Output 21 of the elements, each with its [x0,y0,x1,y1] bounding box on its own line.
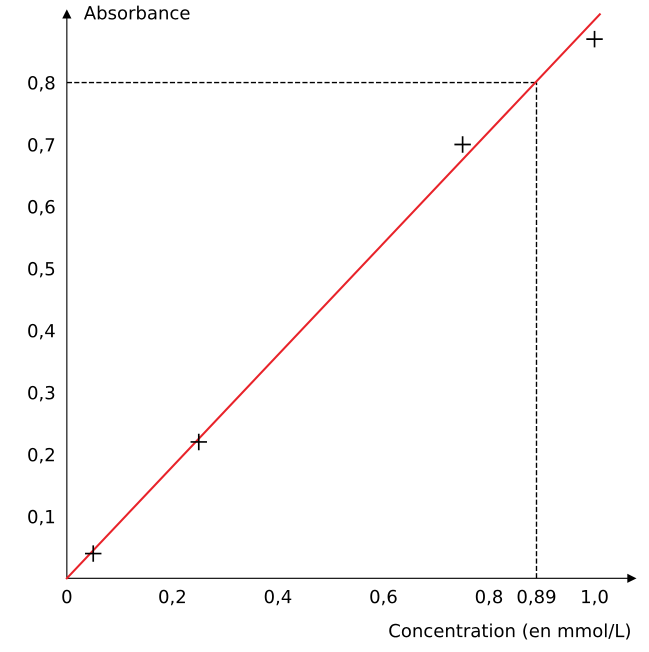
x-tick-label: 1,0 [582,590,608,606]
y-tick-label: 0,5 [28,262,54,278]
x-tick-label: 0,4 [264,590,292,606]
x-tick-label: 0,2 [159,590,185,606]
x-tick-label: 0,6 [370,590,397,606]
y-tick-label: 0,6 [28,200,55,216]
point [585,30,604,48]
y-tick-label: 0,2 [28,448,54,464]
x-axis-title: Concentration (en mmol/L) [389,623,630,640]
y-tick-label: 0,7 [28,138,54,154]
x-tick-label: 0,8 [476,590,502,606]
x-tick-label: 0 [62,590,72,604]
point [190,432,208,452]
point [84,544,102,563]
point [454,135,472,154]
y-tick-label: 0,1 [28,510,54,526]
y-axis-title: Absorbance [84,6,190,20]
y-tick-label: 0,3 [28,386,54,402]
x-tick-label: 0,89 [518,590,556,606]
y-tick-label: 0,8 [28,76,54,92]
y-tick-label: 0,4 [28,324,55,340]
